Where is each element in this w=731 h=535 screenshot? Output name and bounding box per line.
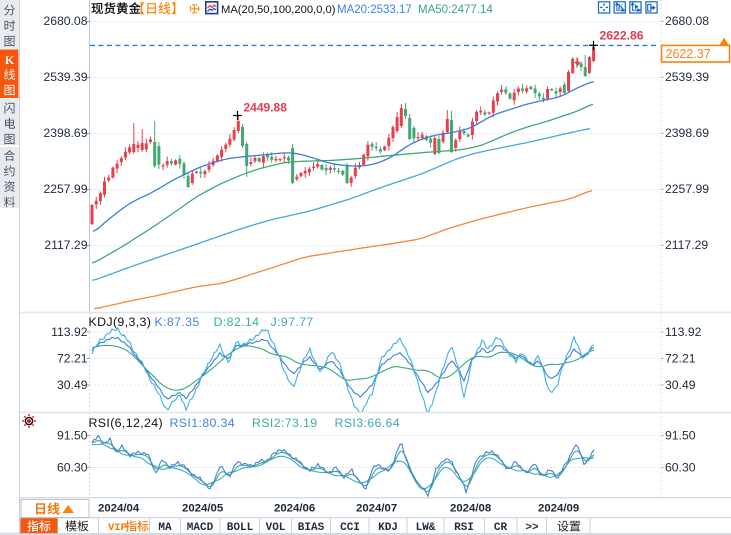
svg-text:CCI: CCI	[340, 522, 360, 534]
svg-text:91.50: 91.50	[665, 429, 696, 443]
svg-text:2024/06: 2024/06	[274, 503, 315, 515]
svg-text:K: K	[618, 2, 624, 11]
svg-text:72.21: 72.21	[57, 352, 88, 366]
svg-text:2449.88: 2449.88	[244, 101, 288, 115]
svg-text:BIAS: BIAS	[298, 522, 325, 534]
svg-text:RSI: RSI	[454, 522, 474, 534]
svg-text:MA50:2477.14: MA50:2477.14	[418, 4, 493, 16]
svg-text:KDJ: KDJ	[378, 522, 398, 534]
svg-text:2024/05: 2024/05	[182, 503, 224, 515]
svg-text:60.30: 60.30	[665, 461, 696, 475]
svg-text:30.49: 30.49	[665, 378, 696, 392]
svg-text:RSI2:73.19: RSI2:73.19	[252, 416, 318, 430]
svg-text:60.30: 60.30	[57, 461, 88, 475]
svg-text:30.49: 30.49	[57, 378, 88, 392]
svg-text:2680.08: 2680.08	[665, 14, 709, 28]
svg-text:KDJ(9,3,3): KDJ(9,3,3)	[89, 315, 152, 329]
svg-text:2257.99: 2257.99	[43, 182, 87, 196]
svg-text:K:87.35: K:87.35	[155, 315, 200, 329]
svg-text:2257.99: 2257.99	[665, 182, 709, 196]
svg-text:LW&: LW&	[416, 522, 436, 534]
svg-text:>>: >>	[525, 522, 539, 534]
svg-text:72.21: 72.21	[665, 352, 696, 366]
svg-text:113.92: 113.92	[665, 325, 702, 339]
svg-text:2680.08: 2680.08	[43, 14, 87, 28]
svg-text:MA(20,50,100,200,0,0): MA(20,50,100,200,0,0)	[221, 4, 336, 16]
svg-text:BOLL: BOLL	[227, 522, 254, 534]
svg-text:CR: CR	[494, 522, 508, 534]
svg-text:2024/09: 2024/09	[538, 503, 579, 515]
svg-text:2024/08: 2024/08	[450, 503, 491, 515]
svg-text:2024/04: 2024/04	[98, 503, 140, 515]
svg-text:2622.37: 2622.37	[666, 47, 711, 61]
svg-text:2117.29: 2117.29	[665, 238, 708, 252]
svg-text:MA20:2533.17: MA20:2533.17	[337, 4, 412, 16]
svg-text:MACD: MACD	[187, 522, 214, 534]
svg-text:2539.39: 2539.39	[665, 70, 709, 84]
svg-text:2024/07: 2024/07	[356, 503, 397, 515]
svg-text:RSI(6,12,24): RSI(6,12,24)	[89, 416, 163, 430]
svg-text:K: K	[5, 53, 15, 67]
svg-text:91.50: 91.50	[57, 429, 88, 443]
svg-text:J:97.77: J:97.77	[271, 315, 314, 329]
svg-text:VOL: VOL	[266, 522, 286, 534]
svg-text:VIP: VIP	[108, 522, 127, 534]
svg-text:113.92: 113.92	[51, 325, 88, 339]
svg-text:RSI1:80.34: RSI1:80.34	[170, 416, 236, 430]
svg-text:2622.86: 2622.86	[600, 29, 644, 43]
svg-text:MA: MA	[158, 522, 172, 534]
svg-text:2539.39: 2539.39	[43, 70, 87, 84]
svg-text:2398.69: 2398.69	[43, 126, 87, 140]
svg-text:2398.69: 2398.69	[665, 126, 709, 140]
svg-text:RSI3:66.64: RSI3:66.64	[335, 416, 401, 430]
svg-text:D:82.14: D:82.14	[214, 315, 260, 329]
svg-text:2117.29: 2117.29	[44, 238, 87, 252]
